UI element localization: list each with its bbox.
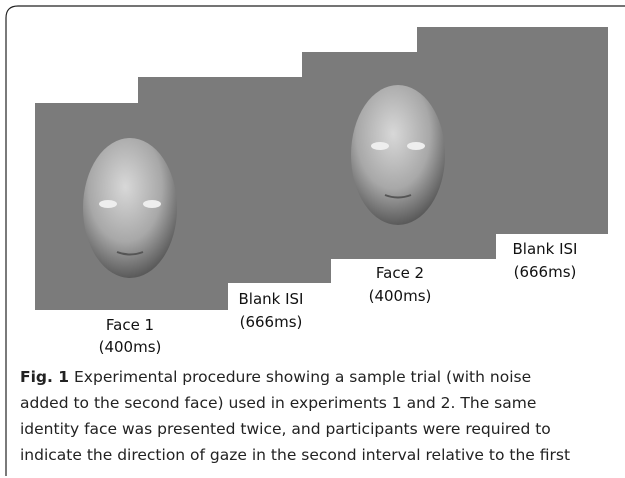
frame (5, 5, 625, 476)
caption-line: indicate the direction of gaze in the se… (20, 446, 570, 464)
caption-line: added to the second face) used in experi… (20, 394, 536, 412)
face-image (351, 85, 445, 225)
panel-duration: (666ms) (240, 313, 303, 331)
panel-duration: (400ms) (99, 338, 162, 356)
caption-line: Fig. 1 Experimental procedure showing a … (20, 368, 531, 386)
caption-label: Fig. 1 (20, 368, 69, 386)
caption-line: identity face was presented twice, and p… (20, 420, 551, 438)
panel-label: Face 2 (376, 264, 424, 282)
panel-label: Blank ISI (239, 290, 304, 308)
face-image (83, 138, 177, 278)
panel-duration: (666ms) (514, 263, 577, 281)
panel-duration: (400ms) (369, 287, 432, 305)
panel-label: Blank ISI (513, 240, 578, 258)
caption-text: Experimental procedure showing a sample … (74, 368, 531, 386)
panel-label: Face 1 (106, 316, 154, 334)
